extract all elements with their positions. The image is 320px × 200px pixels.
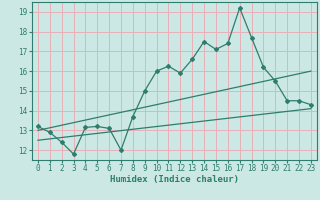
X-axis label: Humidex (Indice chaleur): Humidex (Indice chaleur): [110, 175, 239, 184]
